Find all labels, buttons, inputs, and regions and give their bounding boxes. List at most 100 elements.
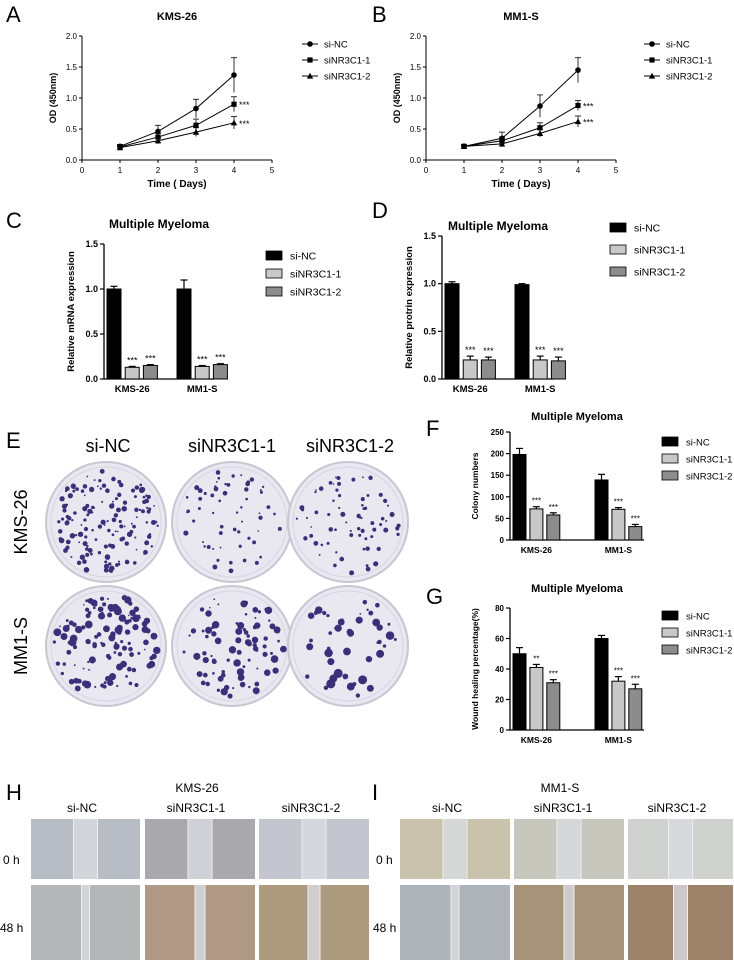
legend-swatch (609, 222, 627, 233)
colony (380, 516, 385, 521)
colony (314, 491, 317, 494)
colony (235, 637, 242, 644)
colony (277, 526, 282, 531)
culture-dish (171, 585, 293, 707)
colony (383, 527, 389, 533)
colony (232, 651, 235, 654)
colony (216, 688, 221, 692)
colony (117, 492, 122, 497)
bar (512, 453, 527, 541)
colony (92, 643, 97, 649)
colony (138, 487, 145, 494)
colony (79, 554, 86, 560)
series-line (119, 74, 235, 147)
colony (365, 546, 370, 551)
colony (205, 681, 210, 687)
x-tick-label: 2 (500, 166, 505, 175)
bar (212, 364, 228, 380)
colony (272, 667, 279, 674)
wound-gap (443, 819, 467, 879)
colony (377, 639, 382, 645)
colony (103, 625, 110, 633)
colony (146, 662, 153, 669)
colony (87, 660, 90, 664)
colony (85, 638, 91, 645)
colony (70, 555, 73, 559)
bar (142, 365, 158, 380)
colony (108, 562, 112, 566)
colony (326, 541, 330, 545)
legend-label: si-NC (634, 223, 661, 235)
colony (212, 658, 216, 663)
colony (356, 526, 361, 531)
colony (109, 565, 115, 572)
colony (198, 496, 203, 501)
colony (82, 667, 85, 670)
colony (122, 500, 128, 505)
y-tick-label: 0.5 (85, 329, 98, 339)
colony (393, 637, 397, 641)
y-tick-label: 200 (491, 450, 505, 459)
colony (104, 554, 111, 560)
colony (217, 476, 221, 480)
colony (145, 506, 149, 510)
chart-title: MM1-S (503, 11, 538, 23)
wound-h-row-48h: 48 h (0, 921, 23, 935)
line-chart-kms26: KMS-26 0 1 2 3 4 5 0.0 0.5 1.0 1.5 2.0 Time ( Days) O… (48, 11, 370, 190)
x-category-label: MM1-S (605, 545, 633, 555)
data-point (537, 125, 543, 131)
colony (80, 489, 85, 493)
x-axis-label: Time ( Days) (491, 179, 550, 190)
colony (72, 622, 77, 628)
colony (143, 648, 146, 651)
y-tick-label: 1.5 (85, 239, 98, 249)
colony (240, 506, 243, 509)
x-tick-label: 3 (194, 166, 199, 175)
wound-i-col-sinr2: siNR3C1-2 (648, 801, 707, 815)
colony (86, 513, 90, 517)
significance-label: *** (583, 118, 594, 128)
legend-swatch (661, 436, 679, 447)
colony (186, 510, 189, 514)
colony (389, 512, 395, 517)
colony (82, 541, 88, 547)
colony (326, 614, 330, 618)
colony (113, 513, 119, 518)
y-tick-label: 1.0 (85, 284, 98, 294)
colony (83, 494, 86, 497)
colony (212, 547, 215, 550)
colony (55, 661, 61, 666)
colony (241, 520, 244, 523)
colony (364, 537, 368, 541)
colony (92, 606, 96, 610)
colony (100, 683, 105, 688)
colony (72, 486, 76, 490)
colony (73, 645, 78, 650)
colony (64, 521, 70, 526)
colony (218, 499, 222, 503)
y-tick-label: 100 (491, 493, 505, 502)
bar (550, 360, 566, 380)
colony (309, 533, 314, 538)
colony (84, 535, 88, 539)
colony (94, 634, 99, 639)
legend-label: si-NC (686, 438, 710, 449)
colony (233, 659, 241, 667)
colony (116, 684, 119, 688)
colony (153, 504, 156, 507)
bar (106, 288, 122, 380)
y-tick-label: 0 (500, 726, 505, 735)
x-tick-label: 0 (424, 166, 429, 175)
colony (107, 679, 114, 686)
colony (396, 523, 401, 528)
colony (82, 484, 88, 489)
colony (203, 545, 206, 548)
significance-label: *** (215, 353, 226, 363)
wound-gap (188, 819, 212, 879)
wound-gap (557, 819, 581, 879)
colony (190, 628, 197, 634)
colony (124, 541, 129, 546)
panel-label-f: F (426, 416, 439, 441)
data-point (574, 118, 582, 125)
legend-label: siNR3C1-2 (686, 646, 732, 657)
